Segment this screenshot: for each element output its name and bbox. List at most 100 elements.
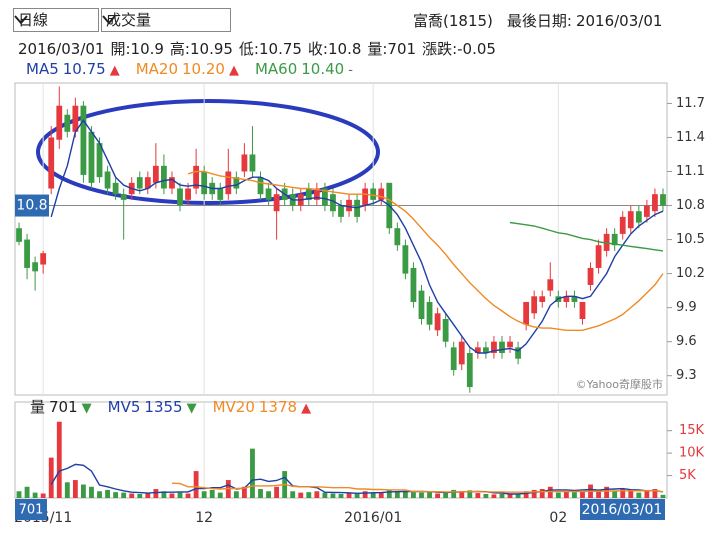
candle-body <box>434 313 441 331</box>
quote-item: 收:10.8 <box>307 40 362 58</box>
volume-bar <box>491 494 497 498</box>
legend-name: MV5 <box>107 398 141 416</box>
ma-legend: MA5 10.75 ▲ MA20 10.20 ▲ MA60 10.40- <box>26 60 369 78</box>
candle-body <box>104 171 111 189</box>
candle-body <box>507 341 513 348</box>
annotation-ellipse <box>36 99 380 205</box>
candle-body <box>161 165 167 189</box>
candle-body <box>362 188 369 206</box>
candle-body <box>515 347 521 359</box>
volume-bar <box>56 421 62 498</box>
y-tick-label: 9.3 <box>676 368 697 383</box>
candle-body <box>587 267 594 285</box>
quote-row: 2016/03/01 開:10.9 高:10.95 低:10.75 收:10.8 量:70… <box>18 38 502 59</box>
candle-body <box>619 216 626 234</box>
candle-body <box>627 211 634 229</box>
candle-body <box>313 188 320 200</box>
volume-bar <box>419 492 424 498</box>
candle-body <box>169 177 175 189</box>
candle-body <box>305 188 312 200</box>
candle-body <box>144 177 151 189</box>
candle-body <box>579 301 586 319</box>
volume-bar <box>89 486 94 498</box>
legend-name: MA60 <box>254 60 298 78</box>
volume-bar <box>314 491 320 498</box>
volume-bar <box>330 493 336 498</box>
quote-item: 量:701 <box>367 40 417 58</box>
candle-body <box>402 245 409 274</box>
y-tick-label: 9.9 <box>676 300 697 315</box>
volume-legend: 量 701 ▼ MV5 1355 ▼ MV20 1378 ▲ <box>30 396 327 417</box>
volume-bar <box>105 489 110 498</box>
ma-line <box>50 119 664 354</box>
legend-trend: ▲ <box>109 63 120 78</box>
legend-trend: ▲ <box>301 401 312 416</box>
legend-value: 10.20 <box>182 60 225 78</box>
candle-body <box>96 143 103 178</box>
volume-bar <box>531 489 537 498</box>
volume-bar <box>185 493 191 498</box>
volume-bar <box>40 493 46 498</box>
candle-body <box>177 188 183 206</box>
candle-body <box>24 239 30 268</box>
candle-body <box>474 347 481 354</box>
quote-item: 漲跌:-0.05 <box>422 40 496 58</box>
volume-bar <box>443 493 449 498</box>
candle-body <box>595 245 602 268</box>
volume-bar <box>499 493 505 498</box>
volume-bar <box>386 489 392 498</box>
candle-body <box>635 211 642 223</box>
candle-body <box>217 188 224 200</box>
volume-bar <box>145 493 151 498</box>
volume-bar <box>306 492 312 498</box>
candle-body <box>225 171 232 195</box>
stock-info: 富喬(1815) 最後日期: 2016/03/01 <box>413 10 668 31</box>
candle-body <box>257 177 264 195</box>
candle-body <box>370 188 377 200</box>
volume-bar <box>620 489 626 498</box>
candle-body <box>426 301 433 325</box>
volume-bar <box>298 492 304 498</box>
volume-bar <box>580 491 585 498</box>
volume-bar <box>596 491 601 498</box>
volume-bar <box>402 491 408 498</box>
candle-body <box>322 188 328 206</box>
candle-body <box>410 267 417 302</box>
volume-bar <box>322 492 328 498</box>
candle-body <box>571 296 578 302</box>
candle-body <box>193 165 200 189</box>
candle-body <box>88 131 95 183</box>
candle-body <box>330 194 336 212</box>
chevron <box>102 15 116 25</box>
volume-bar <box>507 493 513 498</box>
interval-select[interactable]: 日線 <box>13 8 99 32</box>
volume-bar <box>137 493 143 498</box>
candle-body <box>531 296 538 314</box>
volume-bar <box>411 492 416 498</box>
volume-bar <box>32 492 38 498</box>
candle-body <box>112 182 119 195</box>
volume-bar <box>547 486 553 498</box>
ma-line <box>509 221 664 252</box>
legend-value: 1378 <box>258 398 298 416</box>
candle-body <box>652 194 658 212</box>
volume-bar <box>48 457 54 498</box>
volume-bar <box>161 491 167 498</box>
volume-bar <box>177 492 183 498</box>
volume-bar <box>169 493 175 498</box>
ma-line <box>50 463 664 495</box>
quote-date: 2016/03/01 <box>18 40 105 58</box>
chevron <box>14 15 28 25</box>
indicator-select[interactable]: 成交量 <box>101 8 231 32</box>
candle-body <box>201 171 208 195</box>
legend-trend: - <box>348 63 353 78</box>
y-tick-label: 9.6 <box>676 334 697 349</box>
volume-bar <box>604 486 610 498</box>
legend-value: 10.75 <box>62 60 106 78</box>
y-tick-label: 11.7 <box>676 96 705 111</box>
volume-bar <box>16 491 22 498</box>
candle-body <box>136 177 143 189</box>
candle-body <box>611 233 618 246</box>
volume-bar <box>435 493 441 498</box>
